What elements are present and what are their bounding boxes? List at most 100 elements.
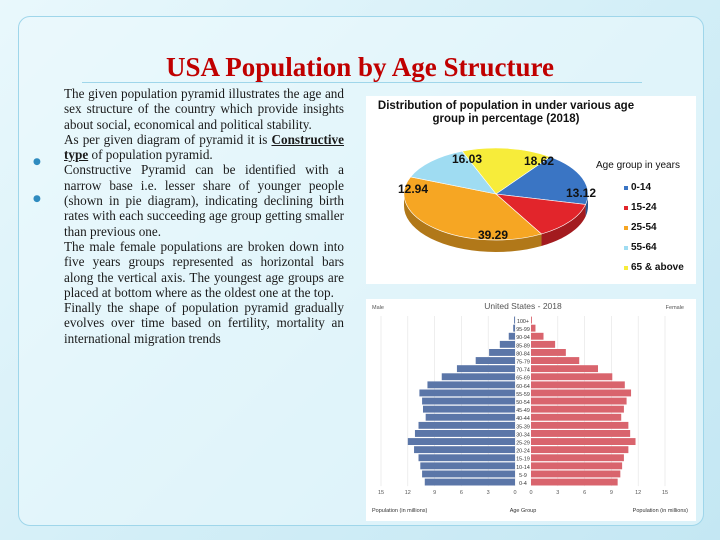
male-bar-70-74	[456, 365, 515, 373]
title-divider	[82, 82, 642, 83]
female-bar-35-39	[531, 421, 629, 429]
legend-item-15-24: 15-24	[624, 202, 657, 213]
pie-slice-55-64	[410, 150, 497, 195]
age-group-label: 55-59	[516, 392, 530, 398]
age-group-label: 25-29	[516, 441, 530, 447]
x-tick-label: 3	[556, 490, 559, 496]
male-bar-60-64	[427, 381, 515, 389]
female-bar-10-14	[531, 462, 623, 470]
paragraph-bars: The male female populations are broken d…	[64, 238, 344, 300]
age-group-label: 20-24	[516, 449, 530, 455]
legend-swatch-65-above	[624, 265, 628, 270]
pyramid-type-term: Constructive type	[64, 131, 345, 163]
pyramid-female-label: Female	[666, 305, 684, 311]
pie-chart-title: Distribution of population in under vari…	[377, 100, 635, 125]
age-group-label: 50-54	[516, 400, 530, 406]
legend-item-55-64: 55-64	[624, 242, 657, 253]
male-bar-15-19	[418, 454, 515, 462]
legend-swatch-25-54	[624, 225, 628, 230]
pie-chart-panel: Distribution of population in under vari…	[366, 96, 696, 284]
legend-item-25-54: 25-54	[624, 222, 657, 233]
pie-slice-65-above	[461, 147, 551, 195]
male-bar-75-79	[475, 357, 515, 364]
pie-label-15-24: 13.12	[566, 186, 597, 200]
paragraph-evolution: Finally the shape of population pyramid …	[64, 300, 344, 346]
x-axis-label-male: Population (in millions)	[372, 508, 427, 514]
x-tick-label: 12	[635, 490, 641, 496]
population-pyramid-chart: United States - 2018 Male Female 15 12 9 6 3 0 0 3…	[372, 301, 688, 514]
pie-label-65-above: 16.03	[452, 152, 483, 166]
age-group-label: 90-94	[516, 335, 530, 341]
male-bar-90-94	[508, 332, 515, 340]
pie-slice-25-54	[403, 176, 543, 241]
female-bar-100	[531, 316, 532, 324]
age-group-label: 35-39	[516, 424, 530, 430]
male-bar-95-99	[513, 324, 515, 332]
x-tick-label: 15	[378, 490, 384, 496]
legend-label-55-64: 55-64	[631, 242, 657, 253]
pie-label-55-64: 12.94	[398, 182, 429, 196]
age-group-label: 5-9	[519, 473, 527, 479]
male-bar-5-9	[422, 470, 515, 478]
age-group-label: 95-99	[516, 327, 530, 333]
female-bar-25-29	[531, 438, 636, 445]
age-group-label: 45-49	[516, 408, 530, 414]
male-bar-65-69	[441, 373, 515, 381]
age-group-label: 65-69	[516, 376, 530, 382]
x-tick-label: 9	[433, 490, 436, 496]
age-group-label: 10-14	[516, 465, 530, 471]
male-bar-10-14	[420, 462, 515, 470]
legend-label-0-14: 0-14	[631, 182, 652, 193]
female-bar-5-9	[531, 470, 621, 478]
age-group-label: 70-74	[516, 368, 530, 374]
female-bar-0-4	[531, 478, 618, 486]
x-tick-label: 15	[662, 490, 668, 496]
age-group-label: 15-19	[516, 457, 530, 463]
age-group-label: 60-64	[516, 384, 530, 390]
slide-title: USA Population by Age Structure	[165, 52, 555, 82]
male-bar-40-44	[425, 413, 515, 421]
female-bar-65-69	[531, 373, 613, 381]
pyramid-type-tail: of population pyramid.	[91, 147, 213, 163]
paragraph-pyramid-type: As per given diagram of pyramid it is Co…	[64, 132, 344, 163]
x-tick-label: 6	[460, 490, 463, 496]
pie-label-0-14: 18.62	[524, 154, 555, 168]
paragraph-intro: The given population pyramid illustrates…	[64, 86, 344, 132]
female-bar-70-74	[531, 365, 598, 373]
female-bar-30-34	[531, 430, 631, 437]
x-tick-label: 12	[405, 490, 411, 496]
legend-item-0-14: 0-14	[624, 182, 651, 193]
female-bar-75-79	[531, 357, 580, 364]
female-bar-55-59	[531, 389, 632, 397]
age-group-label: 100+	[517, 319, 529, 325]
male-bar-0-4	[424, 478, 515, 486]
male-bar-35-39	[418, 421, 515, 429]
pyramid-title: United States - 2018	[484, 301, 562, 311]
male-bar-85-89	[499, 340, 515, 348]
x-tick-label: 6	[583, 490, 586, 496]
female-bar-60-64	[531, 381, 625, 389]
male-bar-100	[514, 316, 515, 324]
x-axis-label-center: Age Group	[510, 508, 537, 514]
x-tick-label: 0	[513, 490, 516, 496]
legend-label-15-24: 15-24	[631, 202, 657, 213]
age-group-label: 0-4	[519, 481, 527, 487]
bullet-icon: ●	[33, 157, 41, 167]
age-group-label: 30-34	[516, 432, 530, 438]
legend-swatch-0-14	[624, 185, 628, 190]
legend-item-65-above: 65 & above	[624, 262, 684, 273]
male-bar-45-49	[422, 405, 515, 413]
male-bar-50-54	[422, 397, 515, 405]
female-bar-50-54	[531, 397, 627, 405]
male-bar-20-24	[414, 446, 515, 454]
pyramid-chart-panel: United States - 2018 Male Female 15 12 9 6 3 0 0 3…	[366, 299, 696, 521]
female-bar-45-49	[531, 405, 624, 413]
pie-slice-side-15-24	[541, 204, 586, 246]
female-bar-90-94	[531, 332, 544, 340]
body-text: The given population pyramid illustrates…	[64, 86, 344, 346]
pie-chart	[403, 147, 589, 252]
legend-swatch-15-24	[624, 205, 628, 210]
legend-swatch-55-64	[624, 245, 628, 250]
male-bar-80-84	[489, 349, 515, 356]
male-bar-55-59	[419, 389, 515, 397]
